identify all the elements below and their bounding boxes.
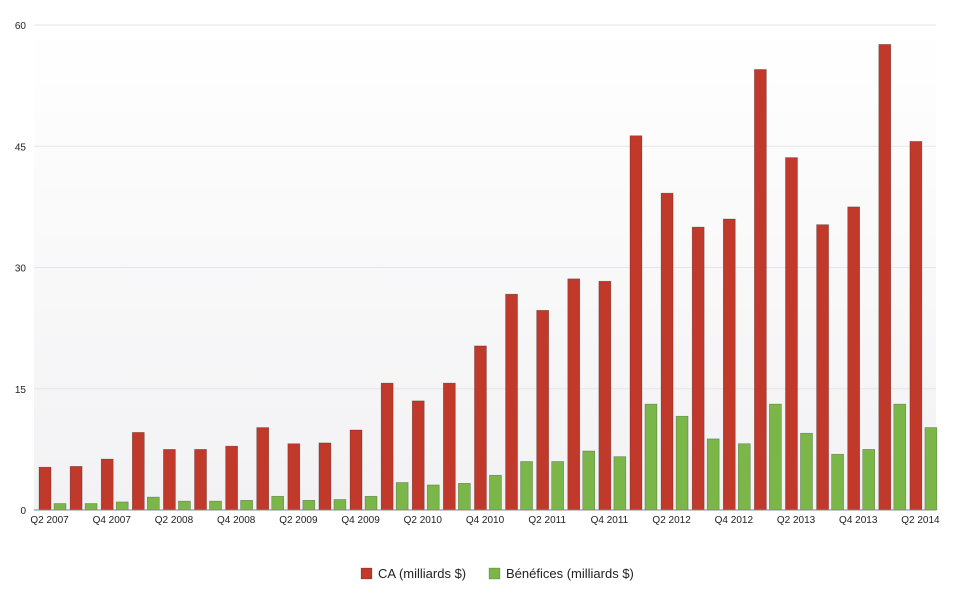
bar-benefices[interactable]: Q1 2013 — Bénéfices (milliards $): 13.1 — [769, 403, 782, 511]
bar-ca[interactable]: Q2 2013 — CA (milliards $): 43.6 — [785, 157, 798, 511]
x-tick-label: Q2 2009 — [279, 515, 318, 526]
bar-ca[interactable]: Q1 2013 — CA (milliards $): 54.5 — [754, 69, 767, 511]
bar-benefices[interactable]: Q1 2009 — Bénéfices (milliards $): 1.7 — [271, 495, 285, 511]
bar-benefices[interactable]: Q2 2008 — Bénéfices (milliards $): 1.1 — [178, 500, 191, 511]
bar-benefices[interactable]: Q2 2010 — Bénéfices (milliards $): 3.1 — [426, 484, 440, 511]
bar-ca[interactable]: Q2 2008 — CA (milliards $): 7.5 — [163, 449, 176, 511]
bar-benefices[interactable]: Q4 2011 — Bénéfices (milliards $): 6.6 — [613, 456, 627, 511]
x-tick-label: Q2 2010 — [404, 515, 443, 526]
bar-ca[interactable]: Q4 2009 — CA (milliards $): 9.9 — [349, 429, 363, 511]
legend-label: Bénéfices (milliards $) — [506, 566, 634, 581]
x-axis-ticks: Q2 2007 Q4 2007 Q2 2008 Q4 2008 Q2 2009 Q4 20… — [30, 515, 940, 526]
bar-benefices[interactable]: Q1 2010 — Bénéfices (milliards $): 3.4 — [395, 482, 409, 511]
x-tick-label: Q4 2008 — [217, 515, 256, 526]
bar-benefices[interactable]: Q2 2014 — Bénéfices (milliards $): 10.2 — [924, 427, 938, 511]
bar-benefices[interactable]: Q3 2007 — Bénéfices (milliards $): 0.8 — [84, 503, 98, 511]
x-tick-label: Q2 2013 — [777, 515, 816, 526]
x-tick-label: Q4 2010 — [466, 515, 505, 526]
bar-ca[interactable]: Q1 2008 — CA (milliards $): 9.6 — [132, 432, 145, 511]
bar-benefices[interactable]: Q1 2008 — Bénéfices (milliards $): 1.6 — [147, 496, 160, 511]
bar-benefices[interactable]: Q2 2011 — Bénéfices (milliards $): 6 — [551, 461, 564, 511]
bar-benefices[interactable]: Q2 2013 — Bénéfices (milliards $): 9.5 — [800, 432, 813, 511]
bar-benefices[interactable]: Q3 2008 — Bénéfices (milliards $): 1.1 — [209, 500, 222, 511]
bar-ca[interactable]: Q2 2014 — CA (milliards $): 45.6 — [909, 141, 923, 511]
bar-benefices[interactable]: Q3 2011 — Bénéfices (milliards $): 7.3 — [582, 450, 596, 511]
bar-ca[interactable]: Q4 2007 — CA (milliards $): 6.3 — [100, 458, 114, 511]
bar-ca[interactable]: Q2 2011 — CA (milliards $): 24.7 — [536, 310, 549, 511]
x-tick-label: Q2 2012 — [652, 515, 691, 526]
bar-benefices[interactable]: Q2 2007 — Bénéfices (milliards $): 0.8 — [53, 503, 67, 511]
bar-benefices[interactable]: Q1 2012 — Bénéfices (milliards $): 13.1 — [644, 403, 658, 511]
x-tick-label: Q4 2013 — [839, 515, 878, 526]
bar-ca[interactable]: Q1 2014 — CA (milliards $): 57.6 — [878, 44, 892, 511]
bar-ca[interactable]: Q2 2007 — CA (milliards $): 5.3 — [38, 466, 52, 511]
bar-benefices[interactable]: Q3 2013 — Bénéfices (milliards $): 6.9 — [831, 453, 844, 511]
bar-ca[interactable]: Q2 2012 — CA (milliards $): 39.2 — [660, 192, 674, 511]
bar-benefices[interactable]: Q1 2011 — Bénéfices (milliards $): 6 — [520, 461, 533, 511]
bar-benefices[interactable]: Q4 2010 — Bénéfices (milliards $): 4.3 — [489, 474, 502, 511]
bar-ca[interactable]: Q4 2013 — CA (milliards $): 37.5 — [847, 206, 860, 511]
x-tick-label: Q2 2014 — [901, 515, 940, 526]
bar-benefices[interactable]: Q4 2008 — Bénéfices (milliards $): 1.2 — [240, 499, 253, 511]
y-tick-label: 45 — [15, 142, 27, 153]
bar-ca[interactable]: Q3 2007 — CA (milliards $): 5.4 — [69, 466, 83, 511]
bar-benefices[interactable]: Q1 2014 — Bénéfices (milliards $): 13.1 — [893, 403, 907, 511]
x-tick-label: Q4 2007 — [93, 515, 132, 526]
bar-ca[interactable]: Q3 2011 — CA (milliards $): 28.6 — [567, 278, 581, 511]
x-tick-label: Q2 2008 — [155, 515, 194, 526]
y-tick-label: 30 — [15, 264, 27, 275]
bar-ca[interactable]: Q2 2009 — CA (milliards $): 8.2 — [287, 443, 301, 511]
x-tick-label: Q4 2012 — [715, 515, 754, 526]
x-tick-label: Q2 2007 — [30, 515, 69, 526]
bar-benefices[interactable]: Q3 2009 — Bénéfices (milliards $): 1.3 — [333, 499, 347, 511]
bar-ca[interactable]: Q4 2012 — CA (milliards $): 36 — [722, 218, 736, 511]
bar-ca[interactable]: Q3 2012 — CA (milliards $): 35 — [691, 226, 705, 511]
bar-benefices[interactable]: Q4 2007 — Bénéfices (milliards $): 1 — [115, 501, 129, 511]
bar-benefices[interactable]: Q3 2012 — Bénéfices (milliards $): 8.8 — [706, 438, 720, 511]
legend-item[interactable]: CA (milliards $) — [360, 566, 466, 581]
legend[interactable]: CA (milliards $) Bénéfices (milliards $) — [360, 566, 634, 581]
bar-benefices[interactable]: Q2 2009 — Bénéfices (milliards $): 1.2 — [302, 499, 316, 511]
bar-ca[interactable]: Q2 2010 — CA (milliards $): 13.5 — [411, 400, 425, 511]
bar-ca[interactable]: Q1 2010 — CA (milliards $): 15.7 — [380, 382, 394, 511]
bar-benefices[interactable]: Q3 2010 — Bénéfices (milliards $): 3.3 — [458, 483, 471, 511]
bar-ca[interactable]: Q4 2011 — CA (milliards $): 28.3 — [598, 280, 612, 511]
bar-ca[interactable]: Q1 2011 — CA (milliards $): 26.7 — [505, 293, 518, 511]
bar-ca[interactable]: Q3 2010 — CA (milliards $): 15.7 — [443, 382, 456, 511]
bar-ca[interactable]: Q3 2009 — CA (milliards $): 8.3 — [318, 442, 332, 511]
x-tick-label: Q4 2011 — [591, 515, 629, 526]
legend-item[interactable]: Bénéfices (milliards $) — [488, 566, 634, 581]
y-tick-label: 60 — [15, 21, 27, 32]
x-tick-label: Q4 2009 — [341, 515, 380, 526]
bar-benefices[interactable]: Q4 2009 — Bénéfices (milliards $): 1.7 — [364, 495, 378, 511]
bar-benefices[interactable]: Q4 2012 — Bénéfices (milliards $): 8.2 — [737, 443, 751, 511]
bar-ca[interactable]: Q1 2012 — CA (milliards $): 46.3 — [629, 135, 643, 511]
bar-ca[interactable]: Q4 2010 — CA (milliards $): 20.3 — [474, 345, 487, 511]
x-tick-label: Q2 2011 — [528, 515, 566, 526]
bar-ca[interactable]: Q3 2008 — CA (milliards $): 7.5 — [194, 449, 207, 511]
bar-ca[interactable]: Q4 2008 — CA (milliards $): 7.9 — [225, 445, 238, 511]
bar-ca[interactable]: Q1 2009 — CA (milliards $): 10.2 — [256, 427, 270, 511]
y-tick-label: 15 — [15, 385, 27, 396]
y-tick-label: 0 — [20, 506, 26, 517]
bar-benefices[interactable]: Q2 2012 — Bénéfices (milliards $): 11.6 — [675, 415, 689, 511]
legend-label: CA (milliards $) — [378, 566, 466, 581]
y-axis-ticks: 0 15 30 45 60 — [15, 21, 27, 517]
bar-ca[interactable]: Q3 2013 — CA (milliards $): 35.3 — [816, 224, 829, 511]
legend-swatch — [488, 567, 501, 580]
bars: Q2 2007 — CA (milliards $): 5.3Q2 2007 —… — [38, 44, 938, 511]
bar-benefices[interactable]: Q4 2013 — Bénéfices (milliards $): 7.5 — [862, 449, 875, 511]
legend-swatch — [360, 567, 373, 580]
